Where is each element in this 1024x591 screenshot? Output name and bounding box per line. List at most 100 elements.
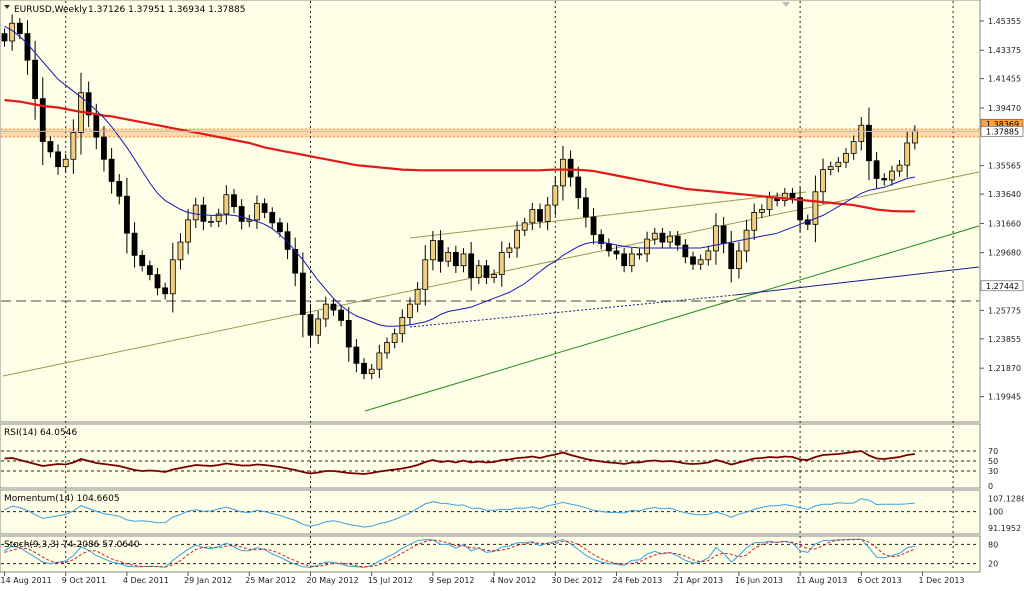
price-tick-label: 1.29680 — [988, 249, 1021, 258]
price-tick-label: 1.39470 — [988, 104, 1021, 113]
stoch-tick-label: 20 — [988, 560, 998, 569]
candle-bull — [209, 221, 214, 222]
price-tick-label: 1.21870 — [988, 364, 1021, 373]
candle-bear — [882, 178, 887, 179]
momentum-tick-label: 100 — [988, 508, 1003, 517]
rsi-tick-label: 50 — [988, 457, 998, 466]
time-tick-label: 6 Oct 2013 — [857, 576, 901, 585]
candle-bull — [836, 162, 841, 166]
candle-bear — [691, 257, 696, 264]
time-tick-label: 9 Oct 2011 — [62, 576, 106, 585]
candle-bull — [415, 289, 420, 304]
candle-bull — [385, 343, 390, 353]
candle-bear — [155, 275, 160, 288]
time-tick-label: 24 Feb 2013 — [613, 576, 663, 585]
candle-bear — [262, 204, 267, 213]
time-tick-label: 21 Apr 2013 — [674, 576, 723, 585]
price-tick-label: 1.35565 — [988, 162, 1021, 171]
candle-bear — [201, 205, 206, 221]
candle-bear — [33, 60, 38, 98]
candle-bear — [277, 223, 282, 232]
candle-bull — [63, 159, 68, 166]
candle-bear — [729, 244, 734, 269]
candle-bull — [759, 210, 764, 213]
time-tick-label: 9 Sep 2012 — [429, 576, 475, 585]
time-tick-label: 4 Dec 2011 — [123, 576, 169, 585]
candle-bear — [25, 34, 30, 61]
candle-bear — [453, 252, 458, 265]
stoch-tick-label: 80 — [988, 540, 998, 549]
candle-bull — [706, 251, 711, 260]
candle-bear — [538, 210, 543, 222]
candle-bear — [117, 181, 122, 196]
candle-bull — [645, 239, 650, 254]
candle-bull — [377, 353, 382, 369]
candle-bear — [576, 177, 581, 198]
time-tick-label: 20 May 2012 — [307, 576, 359, 585]
main-pane-bg — [0, 0, 980, 422]
candle-bear — [438, 241, 443, 262]
rsi-label: RSI(14) 64.0546 — [4, 428, 77, 438]
time-tick-label: 30 Dec 2012 — [551, 576, 602, 585]
candle-bear — [270, 212, 275, 222]
candle-bear — [346, 320, 351, 347]
candle-bull — [859, 125, 864, 141]
candle-bull — [499, 252, 504, 274]
candle-bear — [132, 233, 137, 255]
candle-bear — [56, 152, 61, 167]
rsi-pane-bg — [0, 424, 980, 488]
candle-bear — [362, 363, 367, 373]
candle-bull — [515, 230, 520, 248]
candle-bull — [767, 198, 772, 210]
price-tick-label: 1.43375 — [988, 46, 1021, 55]
candle-bear — [484, 266, 489, 278]
candle-bull — [828, 167, 833, 170]
candle-bull — [224, 195, 229, 214]
candle-bull — [423, 260, 428, 290]
price-tick-label: 1.19945 — [988, 393, 1021, 402]
candle-bear — [675, 236, 680, 245]
candle-bull — [905, 143, 910, 165]
candle-bull — [668, 236, 673, 242]
candle-bull — [254, 204, 259, 220]
momentum-tick-label: 91.1952 — [988, 524, 1021, 533]
candle-bull — [821, 170, 826, 192]
candle-bear — [866, 125, 871, 160]
candle-bear — [308, 315, 313, 336]
candle-bull — [897, 165, 902, 171]
time-tick-label: 15 Jul 2012 — [368, 576, 413, 585]
candle-bull — [912, 131, 917, 143]
candle-bull — [637, 254, 642, 255]
candle-bull — [752, 212, 757, 230]
momentum-label: Momentum(14) 104.6605 — [4, 494, 120, 504]
candle-bull — [530, 210, 535, 223]
candle-bull — [392, 334, 397, 343]
ohlc-values: 1.37126 1.37951 1.36934 1.37885 — [88, 5, 245, 15]
candle-bull — [369, 369, 374, 373]
candle-bear — [874, 161, 879, 179]
candle-bear — [94, 115, 99, 137]
rsi-tick-label: 0 — [988, 482, 993, 491]
candle-bear — [583, 198, 588, 217]
candle-bull — [323, 304, 328, 319]
candle-bear — [606, 244, 611, 251]
candle-bear — [163, 288, 168, 294]
price-tick-label: 1.33640 — [988, 190, 1021, 199]
candle-bull — [186, 220, 191, 242]
candle-bull — [844, 153, 849, 162]
time-tick-label: 4 Nov 2012 — [490, 576, 536, 585]
candle-bear — [232, 195, 237, 207]
candle-bull — [553, 186, 558, 205]
candle-bull — [545, 205, 550, 221]
stoch-label: Stoch(9,3,3) 74.2086 57.0640 — [4, 540, 140, 550]
rsi-tick-label: 30 — [988, 467, 998, 476]
candle-bear — [17, 23, 22, 33]
candle-bear — [790, 193, 795, 197]
time-tick-label: 11 Aug 2013 — [796, 576, 847, 585]
candle-bull — [851, 142, 856, 154]
time-tick-label: 1 Dec 2013 — [919, 576, 965, 585]
candle-bull — [507, 248, 512, 252]
candle-bull — [560, 159, 565, 186]
